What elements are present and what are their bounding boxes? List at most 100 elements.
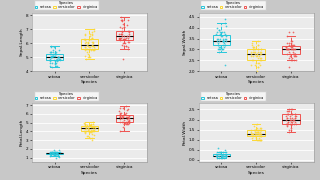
Point	[254, 70, 259, 73]
Point	[220, 39, 225, 42]
Point	[255, 57, 260, 60]
Point	[250, 132, 255, 135]
Point	[289, 42, 294, 44]
Point	[84, 127, 89, 129]
Point	[217, 31, 222, 33]
Point	[57, 155, 62, 158]
Point	[82, 38, 87, 40]
Point	[257, 59, 262, 62]
Point	[117, 38, 122, 40]
Point	[255, 44, 260, 47]
Point	[258, 138, 263, 141]
Point	[285, 112, 290, 115]
Point	[87, 32, 92, 35]
Point	[287, 52, 292, 55]
Point	[54, 57, 60, 60]
Point	[286, 120, 291, 123]
Point	[221, 39, 227, 42]
Point	[252, 128, 257, 131]
Point	[253, 132, 258, 135]
Point	[217, 152, 222, 155]
Point	[257, 128, 262, 131]
Point	[90, 126, 95, 129]
Point	[224, 154, 229, 157]
Point	[215, 44, 220, 47]
Point	[48, 54, 53, 57]
Point	[52, 53, 57, 56]
Point	[259, 50, 264, 53]
Point	[250, 132, 255, 135]
Point	[48, 53, 53, 56]
Point	[124, 112, 129, 114]
Point	[223, 39, 228, 42]
Point	[91, 49, 96, 52]
Point	[288, 126, 293, 129]
Point	[215, 39, 220, 42]
Point	[219, 154, 224, 157]
Point	[250, 132, 255, 135]
Point	[49, 154, 54, 156]
Point	[117, 115, 122, 118]
Point	[126, 122, 131, 125]
Point	[83, 132, 88, 135]
Point	[285, 120, 291, 123]
Point	[90, 45, 95, 48]
Point	[284, 122, 289, 125]
Point	[49, 66, 54, 68]
Point	[220, 31, 225, 33]
Point	[255, 65, 260, 68]
Point	[90, 129, 95, 132]
Point	[92, 29, 97, 32]
Point	[214, 154, 219, 157]
Point	[220, 37, 225, 40]
Point	[292, 114, 298, 117]
Point	[85, 128, 90, 131]
Point	[250, 136, 255, 139]
Point	[54, 156, 59, 159]
Point	[249, 42, 254, 44]
Point	[125, 120, 130, 122]
Point	[126, 47, 131, 50]
Point	[123, 45, 128, 48]
Point	[222, 154, 227, 157]
Point	[89, 32, 94, 35]
Point	[52, 154, 57, 156]
Legend: setosa, versicolor, virginica: setosa, versicolor, virginica	[34, 91, 99, 101]
Point	[122, 35, 127, 38]
Point	[47, 64, 52, 67]
Point	[293, 55, 298, 57]
Point	[82, 54, 87, 57]
Point	[249, 63, 254, 66]
Point	[50, 152, 55, 155]
Point	[50, 54, 55, 57]
Point	[85, 42, 91, 45]
Point	[88, 38, 93, 40]
Point	[214, 154, 219, 157]
Point	[85, 40, 91, 43]
Point	[287, 116, 292, 119]
Point	[83, 46, 88, 49]
Point	[52, 54, 57, 57]
Point	[124, 109, 130, 112]
Legend: setosa, versicolor, virginica: setosa, versicolor, virginica	[200, 91, 266, 101]
Point	[220, 154, 225, 157]
Point	[48, 56, 53, 59]
Point	[252, 63, 257, 66]
Point	[83, 131, 88, 134]
Point	[255, 138, 260, 141]
Point	[83, 47, 88, 50]
Point	[116, 36, 122, 39]
Point	[126, 18, 131, 21]
Point	[120, 117, 125, 120]
Point	[122, 38, 127, 40]
Point	[47, 60, 52, 63]
Point	[127, 29, 132, 32]
Point	[84, 47, 90, 50]
Y-axis label: Sepal.Width: Sepal.Width	[183, 29, 187, 55]
Point	[89, 40, 94, 43]
Point	[292, 118, 297, 121]
Point	[92, 127, 97, 129]
Point	[216, 50, 221, 53]
Point	[220, 152, 225, 155]
Point	[120, 18, 125, 21]
